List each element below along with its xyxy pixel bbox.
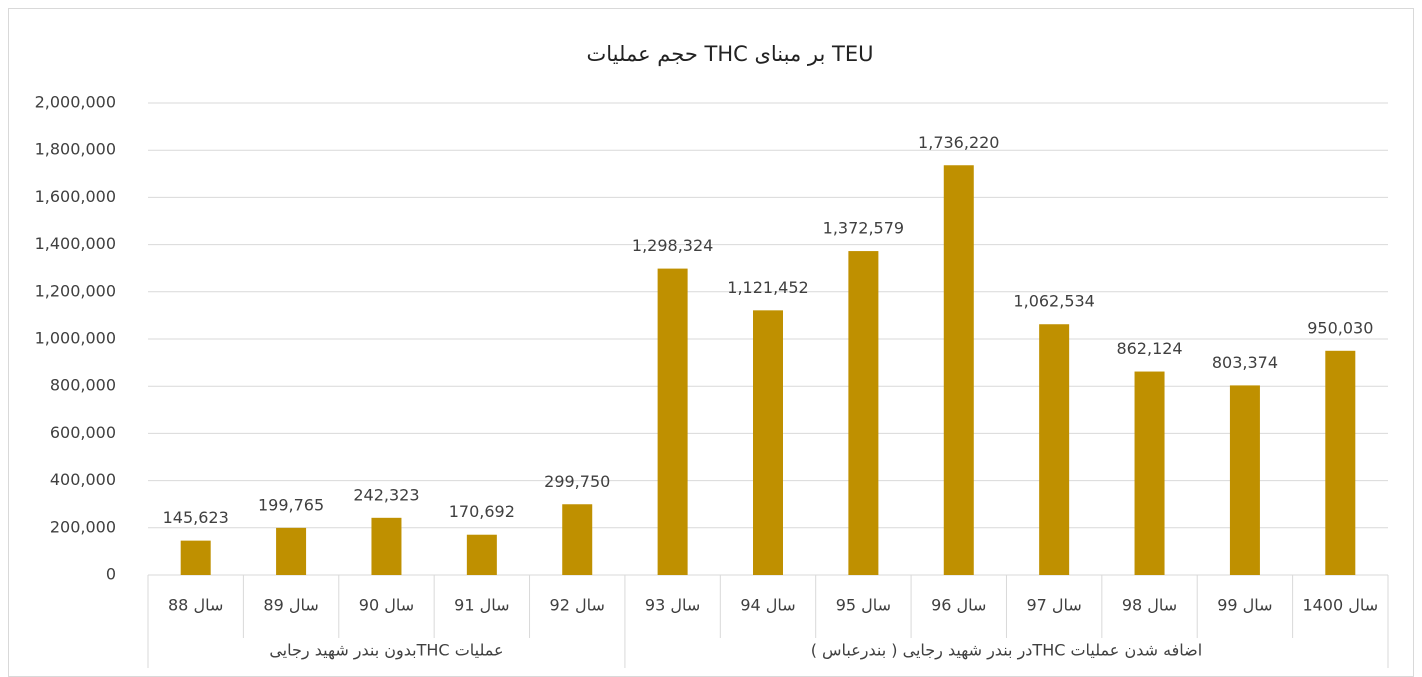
data-label: 199,765	[258, 495, 324, 514]
bar	[180, 540, 211, 575]
bar	[1134, 371, 1165, 575]
x-tick-label: سال 89	[263, 596, 318, 615]
x-tick-label: سال 88	[168, 596, 223, 615]
x-tick-label: سال 92	[550, 596, 605, 615]
data-label: 1,736,220	[918, 133, 999, 152]
bar	[466, 534, 497, 575]
data-label: 1,121,452	[727, 278, 808, 297]
x-tick-label: سال 93	[645, 596, 700, 615]
bar	[276, 527, 307, 575]
x-tick-label: سال 90	[359, 596, 414, 615]
bar	[753, 310, 783, 575]
x-tick-label: سال 95	[836, 596, 891, 615]
data-label: 803,374	[1212, 353, 1278, 372]
x-tick-label: سال 94	[740, 596, 795, 615]
x-tick-label: سال 98	[1122, 596, 1177, 615]
chart-title: حجم عملیات THC بر مبنای TEU	[587, 42, 874, 67]
data-label: 242,323	[353, 485, 419, 504]
y-tick-label: 2,000,000	[35, 93, 116, 112]
y-tick-label: 1,400,000	[35, 234, 116, 253]
data-label: 950,030	[1307, 318, 1373, 337]
y-tick-label: 800,000	[50, 376, 116, 395]
x-tick-label: سال 91	[454, 596, 509, 615]
chart-frame	[8, 8, 1414, 677]
x-tick-label: سال 97	[1026, 596, 1081, 615]
y-tick-label: 200,000	[50, 517, 116, 536]
bar	[943, 165, 974, 575]
data-label: 1,298,324	[632, 236, 713, 255]
group-label: عملیات THCبدون بندر شهید رجایی	[269, 641, 503, 661]
x-tick-label: سال 99	[1217, 596, 1272, 615]
bar	[1229, 385, 1260, 575]
data-label: 299,750	[544, 472, 610, 491]
group-label: اضافه شدن عملیات THCدر بندر شهید رجایی (…	[811, 641, 1203, 661]
data-label: 145,623	[163, 508, 229, 527]
data-label: 170,692	[449, 502, 515, 521]
y-tick-label: 1,200,000	[35, 281, 116, 300]
bar	[371, 517, 402, 575]
y-tick-label: 0	[106, 565, 116, 584]
bar	[657, 268, 688, 575]
x-tick-label: سال 1400	[1302, 596, 1378, 615]
data-label: 1,062,534	[1013, 292, 1094, 311]
y-tick-label: 1,800,000	[35, 140, 116, 159]
y-tick-label: 600,000	[50, 423, 116, 442]
bar	[1039, 324, 1070, 575]
bar	[1325, 350, 1356, 575]
bar	[562, 504, 593, 575]
y-tick-label: 1,600,000	[35, 187, 116, 206]
y-tick-label: 1,000,000	[35, 329, 116, 348]
data-label: 1,372,579	[823, 219, 904, 238]
data-label: 862,124	[1116, 339, 1182, 358]
x-tick-label: سال 96	[931, 596, 986, 615]
bar	[848, 251, 879, 575]
y-tick-label: 400,000	[50, 470, 116, 489]
